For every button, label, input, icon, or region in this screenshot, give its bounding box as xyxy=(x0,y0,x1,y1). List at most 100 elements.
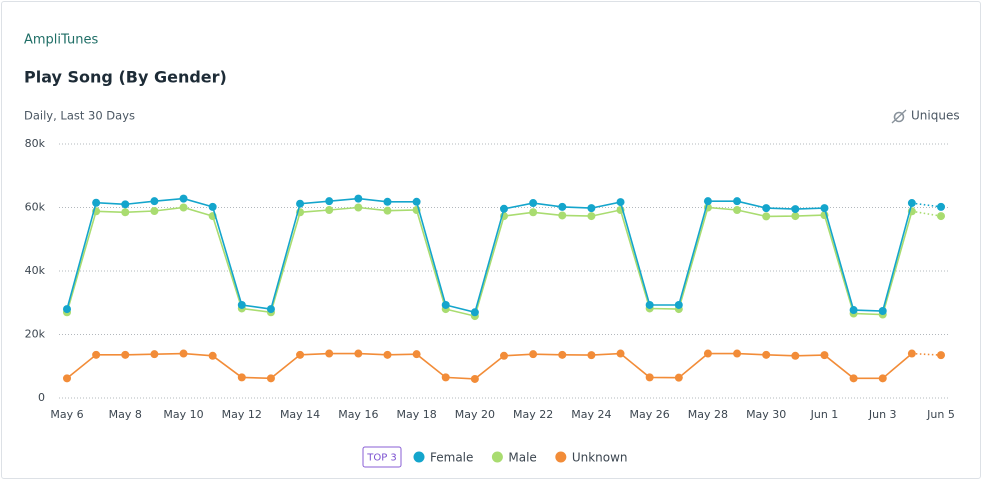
data-point[interactable] xyxy=(703,197,712,206)
legend-marker[interactable] xyxy=(413,451,425,463)
y-tick-label: 20k xyxy=(25,328,46,341)
data-point[interactable] xyxy=(121,350,130,359)
data-point[interactable] xyxy=(937,202,945,211)
data-point[interactable] xyxy=(266,374,275,383)
data-point[interactable] xyxy=(558,350,567,359)
data-point[interactable] xyxy=(179,194,188,203)
data-point[interactable] xyxy=(266,305,275,314)
data-point[interactable] xyxy=(63,374,71,383)
data-point[interactable] xyxy=(383,206,392,215)
legend-label[interactable]: Male xyxy=(508,451,536,465)
data-point[interactable] xyxy=(325,349,334,358)
data-point[interactable] xyxy=(937,212,945,221)
data-point[interactable] xyxy=(150,206,159,215)
data-point[interactable] xyxy=(92,198,101,207)
data-point[interactable] xyxy=(354,203,363,212)
data-point[interactable] xyxy=(820,204,829,213)
data-point[interactable] xyxy=(907,349,916,358)
data-point[interactable] xyxy=(907,199,916,208)
data-point[interactable] xyxy=(558,211,567,220)
data-point[interactable] xyxy=(762,204,771,213)
x-tick-label: Jun 3 xyxy=(868,408,897,421)
data-point[interactable] xyxy=(296,350,305,359)
legend-badge: TOP 3 xyxy=(366,453,397,464)
data-point[interactable] xyxy=(121,200,130,209)
data-point[interactable] xyxy=(92,350,101,359)
legend-label[interactable]: Female xyxy=(430,451,473,465)
data-point[interactable] xyxy=(529,199,538,208)
data-point[interactable] xyxy=(470,308,479,317)
data-point[interactable] xyxy=(325,197,334,206)
data-point[interactable] xyxy=(354,194,363,203)
data-point[interactable] xyxy=(383,350,392,359)
data-point[interactable] xyxy=(325,206,334,215)
data-point[interactable] xyxy=(645,300,654,309)
data-point[interactable] xyxy=(500,351,508,360)
app-name[interactable]: AmpliTunes xyxy=(24,33,98,48)
data-point[interactable] xyxy=(296,199,305,208)
toggle-label: Uniques xyxy=(911,109,960,123)
data-point[interactable] xyxy=(645,373,654,382)
data-point[interactable] xyxy=(791,205,800,214)
data-point[interactable] xyxy=(703,349,712,358)
data-point[interactable] xyxy=(237,373,246,382)
y-tick-label: 0 xyxy=(38,391,45,404)
data-point[interactable] xyxy=(791,351,800,360)
data-point[interactable] xyxy=(558,202,567,211)
data-point[interactable] xyxy=(441,373,450,382)
data-point[interactable] xyxy=(820,351,829,360)
data-point[interactable] xyxy=(849,306,858,315)
data-point[interactable] xyxy=(616,349,625,358)
x-tick-label: May 24 xyxy=(571,408,611,421)
data-point[interactable] xyxy=(878,374,887,383)
data-point[interactable] xyxy=(762,350,771,359)
data-point[interactable] xyxy=(616,198,625,207)
data-point[interactable] xyxy=(63,305,71,314)
data-point[interactable] xyxy=(470,374,479,383)
uniques-toggle[interactable]: Uniques xyxy=(891,109,960,124)
data-point[interactable] xyxy=(237,300,246,309)
legend-marker[interactable] xyxy=(555,451,567,463)
data-point[interactable] xyxy=(587,351,596,360)
data-point[interactable] xyxy=(441,300,450,309)
legend-badge-box xyxy=(362,446,402,468)
data-point[interactable] xyxy=(587,204,596,213)
legend-label[interactable]: Unknown xyxy=(572,451,628,465)
data-point[interactable] xyxy=(500,204,508,213)
x-tick-label: May 20 xyxy=(455,408,495,421)
x-tick-label: May 12 xyxy=(222,408,262,421)
data-point[interactable] xyxy=(791,212,800,221)
legend-marker[interactable] xyxy=(491,451,503,463)
chart-title: Play Song (By Gender) xyxy=(24,68,227,87)
data-point[interactable] xyxy=(150,350,159,359)
data-point[interactable] xyxy=(179,349,188,358)
data-point[interactable] xyxy=(208,351,217,360)
toggle-icon xyxy=(891,109,907,124)
data-point[interactable] xyxy=(150,197,159,206)
data-point[interactable] xyxy=(179,203,188,212)
data-point[interactable] xyxy=(937,351,945,360)
data-point[interactable] xyxy=(208,202,217,211)
x-tick-label: May 18 xyxy=(396,408,436,421)
data-point[interactable] xyxy=(674,300,683,309)
data-point[interactable] xyxy=(529,350,538,359)
data-point[interactable] xyxy=(121,208,130,217)
data-point[interactable] xyxy=(412,197,421,206)
data-point[interactable] xyxy=(529,208,538,217)
data-point[interactable] xyxy=(733,206,742,215)
data-point[interactable] xyxy=(354,349,363,358)
data-point[interactable] xyxy=(878,307,887,316)
data-point[interactable] xyxy=(674,373,683,382)
x-tick-label: May 28 xyxy=(688,408,728,421)
data-point[interactable] xyxy=(412,350,421,359)
data-point[interactable] xyxy=(733,197,742,206)
data-point[interactable] xyxy=(762,212,771,221)
data-point[interactable] xyxy=(733,349,742,358)
y-tick-label: 80k xyxy=(25,137,46,150)
data-point[interactable] xyxy=(587,212,596,221)
x-tick-label: May 6 xyxy=(50,408,83,421)
data-point[interactable] xyxy=(849,374,858,383)
data-point[interactable] xyxy=(383,197,392,206)
